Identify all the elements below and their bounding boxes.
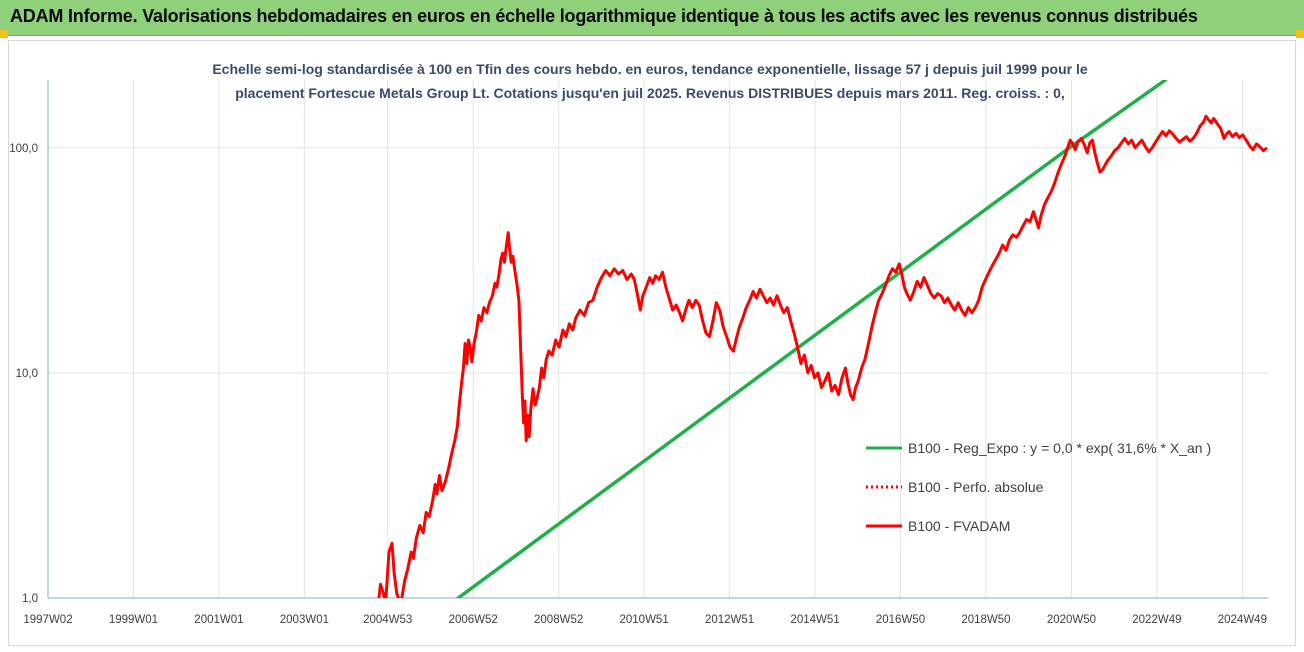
series-line-2 xyxy=(377,114,1268,598)
x-tick-label: 2001W01 xyxy=(194,614,243,626)
legend: B100 - Reg_Expo : y = 0,0 * exp( 31,6% *… xyxy=(866,440,1211,534)
x-tick-labels: 1997W02 1999W01 2001W01 2003W01 2004W53 2006W… xyxy=(23,614,1267,626)
x-tick-label: 2022W49 xyxy=(1132,614,1181,626)
series-lines xyxy=(377,80,1268,598)
x-tick-label: 2018W50 xyxy=(961,614,1010,626)
x-tick-label: 2014W51 xyxy=(790,614,839,626)
x-tick-label: 1999W01 xyxy=(109,614,158,626)
x-tick-label: 2004W53 xyxy=(363,614,412,626)
corner-marker-left xyxy=(0,30,8,38)
legend-label-fvadam: B100 - FVADAM xyxy=(908,518,1010,534)
grid xyxy=(47,80,1268,599)
y-tick-label: 10,0 xyxy=(16,368,38,380)
x-tick-label: 2008W52 xyxy=(534,614,583,626)
x-tick-label: 2003W01 xyxy=(280,614,329,626)
legend-label-perfo-absolue: B100 - Perfo. absolue xyxy=(908,479,1044,495)
corner-marker-right xyxy=(1296,30,1304,38)
chart-title-line-1: Echelle semi-log standardisée à 100 en T… xyxy=(212,61,1088,77)
legend-label-reg-expo: B100 - Reg_Expo : y = 0,0 * exp( 31,6% *… xyxy=(908,440,1211,456)
x-tick-label: 2020W50 xyxy=(1047,614,1096,626)
x-tick-label: 1997W02 xyxy=(23,614,72,626)
page-title: ADAM Informe. Valorisations hebdomadaire… xyxy=(10,6,1198,26)
x-tick-label: 2012W51 xyxy=(705,614,754,626)
y-tick-label: 100,0 xyxy=(9,143,38,155)
x-tick-label: 2016W50 xyxy=(876,614,925,626)
y-tick-labels: 1,0 10,0 100,0 xyxy=(9,143,38,605)
x-tick-label: 2024W49 xyxy=(1218,614,1267,626)
chart-title-line-2: placement Fortescue Metals Group Lt. Cot… xyxy=(235,85,1065,101)
series-line-0 xyxy=(456,80,1168,598)
x-tick-label: 2006W52 xyxy=(449,614,498,626)
chart-frame xyxy=(8,40,1296,646)
header-bar: ADAM Informe. Valorisations hebdomadaire… xyxy=(0,0,1304,36)
x-tick-label: 2010W51 xyxy=(619,614,668,626)
y-tick-label: 1,0 xyxy=(22,593,38,605)
